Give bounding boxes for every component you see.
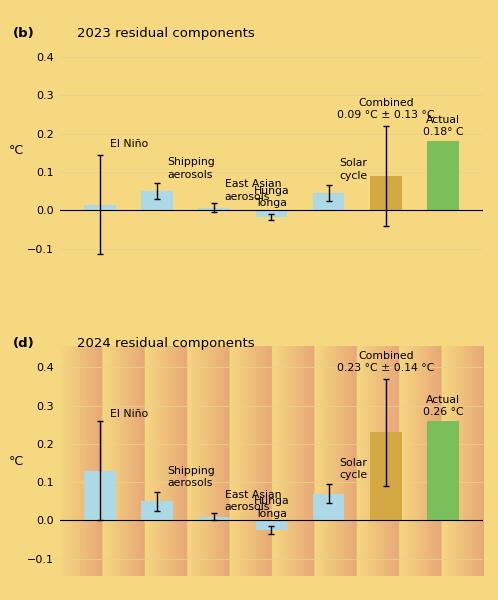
- Bar: [255, 520, 287, 530]
- Bar: [141, 502, 173, 520]
- Text: Actual
0.18° C: Actual 0.18° C: [423, 115, 463, 137]
- Text: (b): (b): [13, 27, 35, 40]
- Text: El Niño: El Niño: [110, 139, 148, 149]
- Text: Hunga
Tonga: Hunga Tonga: [253, 496, 289, 518]
- Bar: [255, 210, 287, 217]
- Bar: [427, 421, 459, 520]
- Text: Actual
0.26 °C: Actual 0.26 °C: [423, 395, 463, 417]
- Text: El Niño: El Niño: [110, 409, 148, 419]
- Text: Solar
cycle: Solar cycle: [339, 458, 367, 480]
- Text: 2023 residual components: 2023 residual components: [77, 27, 254, 40]
- Y-axis label: °C: °C: [8, 145, 24, 157]
- Text: Hunga
Tonga: Hunga Tonga: [253, 186, 289, 208]
- Bar: [199, 517, 230, 520]
- Bar: [370, 433, 401, 520]
- Text: Solar
cycle: Solar cycle: [339, 158, 367, 181]
- Text: 2024 residual components: 2024 residual components: [77, 337, 254, 350]
- Bar: [370, 176, 401, 210]
- Bar: [84, 470, 116, 520]
- Text: Combined
0.23 °C ± 0.14 °C: Combined 0.23 °C ± 0.14 °C: [337, 350, 434, 373]
- Bar: [313, 193, 344, 210]
- Text: Shipping
aerosols: Shipping aerosols: [167, 466, 215, 488]
- Text: Combined
0.09 °C ± 0.13 °C: Combined 0.09 °C ± 0.13 °C: [337, 98, 435, 120]
- Bar: [84, 205, 116, 210]
- Text: East Asian
aerosols: East Asian aerosols: [225, 179, 281, 202]
- Bar: [141, 191, 173, 210]
- Text: East Asian
aerosols: East Asian aerosols: [225, 490, 281, 512]
- Bar: [313, 494, 344, 520]
- Text: Shipping
aerosols: Shipping aerosols: [167, 157, 215, 179]
- Bar: [427, 142, 459, 210]
- Text: (d): (d): [13, 337, 35, 350]
- Y-axis label: °C: °C: [8, 455, 24, 467]
- Bar: [199, 208, 230, 210]
